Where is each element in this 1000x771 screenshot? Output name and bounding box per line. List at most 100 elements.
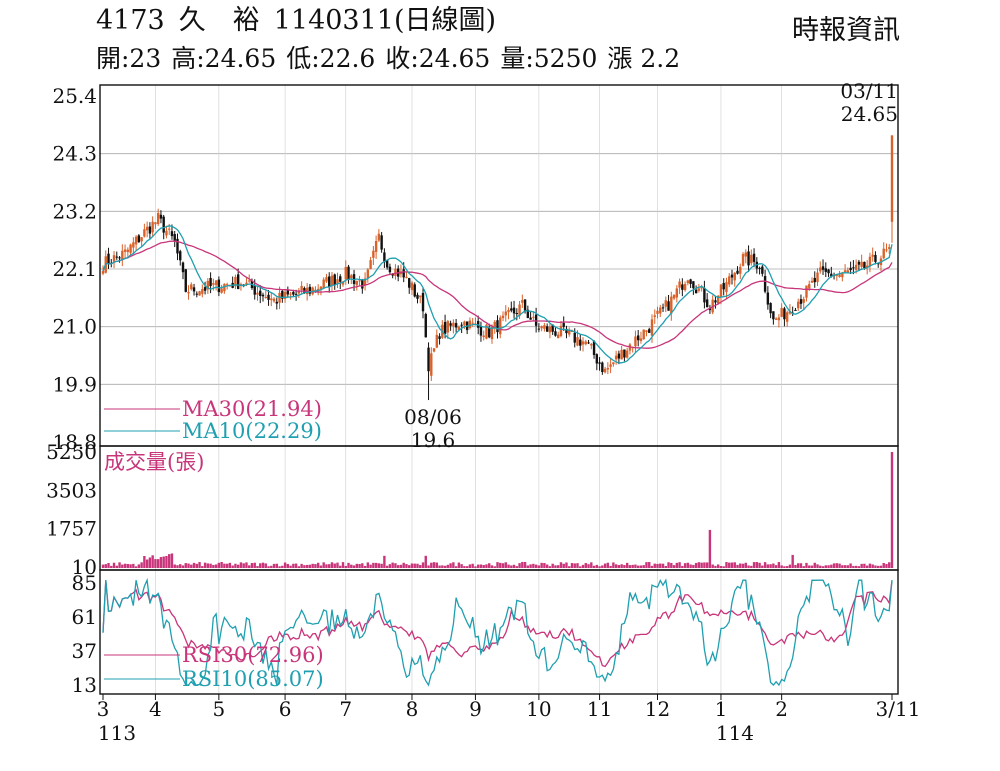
candle xyxy=(405,272,408,279)
candle-body xyxy=(821,266,825,270)
candle-body xyxy=(888,247,891,249)
x-tick-label: 9 xyxy=(469,697,482,721)
volume-bar xyxy=(468,564,472,568)
candle xyxy=(267,289,270,306)
candle xyxy=(165,225,168,239)
candle xyxy=(590,342,593,350)
volume-bar xyxy=(686,562,690,568)
candle-body xyxy=(650,319,654,336)
low-value: 低:22.6 xyxy=(286,44,376,73)
volume-bar xyxy=(259,563,262,568)
candle-body xyxy=(121,250,124,261)
candle xyxy=(871,247,874,262)
candle xyxy=(223,283,226,294)
candle-body xyxy=(286,290,290,295)
volume-bar xyxy=(504,562,507,568)
candle-body xyxy=(857,261,861,265)
candle-body xyxy=(805,285,808,298)
volume-bar xyxy=(614,564,618,568)
candle-body xyxy=(446,321,450,333)
candle-body xyxy=(761,266,764,274)
volume-bar xyxy=(830,564,833,568)
rsi-panel-frame xyxy=(99,569,899,695)
volume-bar xyxy=(192,562,196,568)
candle-body xyxy=(424,313,427,338)
candle-body xyxy=(841,273,844,278)
candle-body xyxy=(372,250,375,258)
volume-tick-label: 1757 xyxy=(46,517,97,541)
candle-body xyxy=(556,334,560,339)
candle xyxy=(777,314,781,328)
candle xyxy=(681,278,684,297)
candle-body xyxy=(601,362,604,373)
volume-bar xyxy=(581,564,585,568)
candle xyxy=(548,323,552,339)
candle xyxy=(664,296,667,313)
candle xyxy=(449,320,452,331)
candle-body xyxy=(452,322,455,327)
candle-body xyxy=(689,279,692,284)
candle xyxy=(769,302,772,319)
candle-body xyxy=(170,231,174,237)
candle xyxy=(385,259,389,270)
candle-body xyxy=(179,251,182,261)
candle-body xyxy=(292,291,295,295)
rsi-tick-label: 37 xyxy=(72,639,97,663)
candle xyxy=(827,268,830,278)
candle xyxy=(151,216,154,237)
volume-bar xyxy=(733,562,736,568)
candle-body xyxy=(344,266,347,280)
candle xyxy=(154,221,157,229)
rsi30-legend: RSI30(72.96) xyxy=(182,643,324,667)
candle-body xyxy=(350,275,353,279)
candle xyxy=(579,334,582,351)
candle xyxy=(499,315,502,339)
volume-bar xyxy=(554,565,557,568)
volume-bar xyxy=(319,565,323,568)
volume-bar xyxy=(645,562,648,568)
candle xyxy=(482,330,485,341)
volume-bar xyxy=(223,563,226,568)
candle xyxy=(601,361,604,375)
volume-bar xyxy=(410,563,414,568)
volume-bar xyxy=(181,565,185,568)
candle-body xyxy=(614,355,618,360)
candle-body xyxy=(468,320,472,329)
candle-body xyxy=(140,237,143,242)
candle xyxy=(496,315,499,339)
candle xyxy=(355,280,359,291)
volume-bar xyxy=(761,565,764,568)
candle xyxy=(328,272,331,293)
candle xyxy=(659,304,662,317)
volume-bar xyxy=(590,562,593,568)
candle-body xyxy=(675,288,679,298)
volume-bar xyxy=(383,555,386,568)
candle-body xyxy=(460,324,463,326)
candle-body xyxy=(570,331,574,333)
volume-bar xyxy=(427,565,430,568)
candle xyxy=(741,252,745,267)
candle-body xyxy=(581,341,585,345)
candle-body xyxy=(361,279,364,289)
candle xyxy=(794,307,797,311)
candle xyxy=(286,286,290,298)
candle-body xyxy=(278,292,281,303)
ma30-legend: MA30(21.94) xyxy=(182,397,322,421)
volume-bar xyxy=(714,565,717,568)
x-tick-label: 2 xyxy=(775,697,788,721)
candle-body xyxy=(383,252,386,263)
volume-bar xyxy=(568,566,571,568)
volume-bar xyxy=(476,564,480,568)
candle-body xyxy=(537,328,541,330)
volume-bar xyxy=(245,562,248,568)
candle-body xyxy=(300,285,303,290)
candle xyxy=(421,287,425,319)
candle xyxy=(270,292,273,307)
volume-bar xyxy=(449,563,452,568)
candle xyxy=(214,280,218,291)
volume-bar xyxy=(601,565,604,568)
volume-bar xyxy=(868,563,872,568)
candle-body xyxy=(173,234,176,241)
candle-body xyxy=(355,280,359,286)
candle-body xyxy=(281,290,284,299)
